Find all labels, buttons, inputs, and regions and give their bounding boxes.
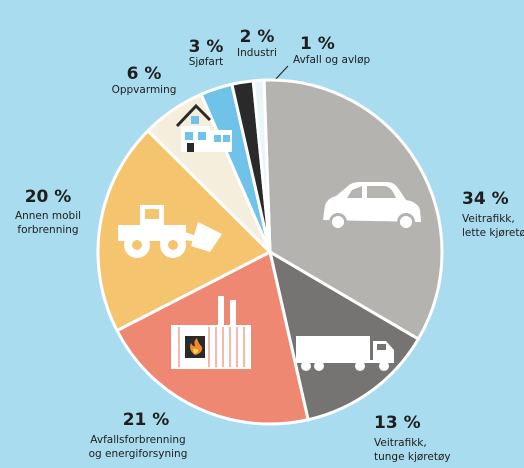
slice-label-13-line1: Veitrafikk, — [374, 437, 427, 449]
slice-pct-1: 1 % — [300, 34, 335, 54]
slice-label-34: 34 % Veitrafikk, lette kjøretøy — [462, 189, 524, 239]
pie-slice-1-pct — [251, 78, 272, 254]
slice-label-20-line2: forbrenning — [17, 224, 78, 236]
house-icon — [175, 103, 232, 152]
slice-label-13: 13 % Veitrafikk, tunge kjøretøy — [374, 413, 451, 463]
slice-label-2: 2 % Industri — [237, 27, 277, 59]
slice-label-6-line1: Oppvarming — [112, 84, 177, 96]
wheel-loader-icon — [118, 205, 222, 258]
slice-label-1: 1 % Avfall og avløp — [293, 34, 371, 66]
truck-icon — [294, 336, 394, 371]
slice-label-34-line1: Veitrafikk, — [462, 213, 515, 225]
car-icon — [323, 182, 421, 231]
slice-label-21-line2: og energiforsyning — [89, 448, 188, 460]
slice-label-2-line1: Industri — [237, 47, 277, 59]
slice-label-21: 21 % Avfallsforbrenning og energiforsyni… — [89, 410, 188, 460]
slice-label-13-line2: tunge kjøretøy — [374, 451, 451, 463]
pie-slice-13-pct — [268, 250, 420, 422]
slice-icons — [118, 103, 421, 371]
slice-label-20-line1: Annen mobil — [15, 210, 81, 222]
slice-label-1-line1: Avfall og avløp — [293, 54, 371, 66]
slice-pct-34: 34 % — [462, 189, 509, 209]
slice-pct-21: 21 % — [123, 410, 170, 430]
factory-icon — [171, 296, 251, 369]
slice-label-3: 3 % Sjøfart — [189, 37, 224, 68]
slice-pct-3: 3 % — [189, 37, 224, 57]
slice-label-20: 20 % Annen mobil forbrenning — [15, 187, 81, 236]
pie-slices — [96, 78, 444, 426]
slice-label-6: 6 % Oppvarming — [112, 64, 177, 96]
slice-pct-20: 20 % — [25, 187, 72, 207]
slice-pct-2: 2 % — [240, 27, 275, 47]
slice-label-21-line1: Avfallsforbrenning — [90, 434, 185, 446]
slice-pct-13: 13 % — [374, 413, 421, 433]
slice-label-3-line1: Sjøfart — [189, 56, 224, 68]
slice-label-34-line2: lette kjøretøy — [462, 227, 524, 239]
slice-pct-6: 6 % — [127, 64, 162, 84]
